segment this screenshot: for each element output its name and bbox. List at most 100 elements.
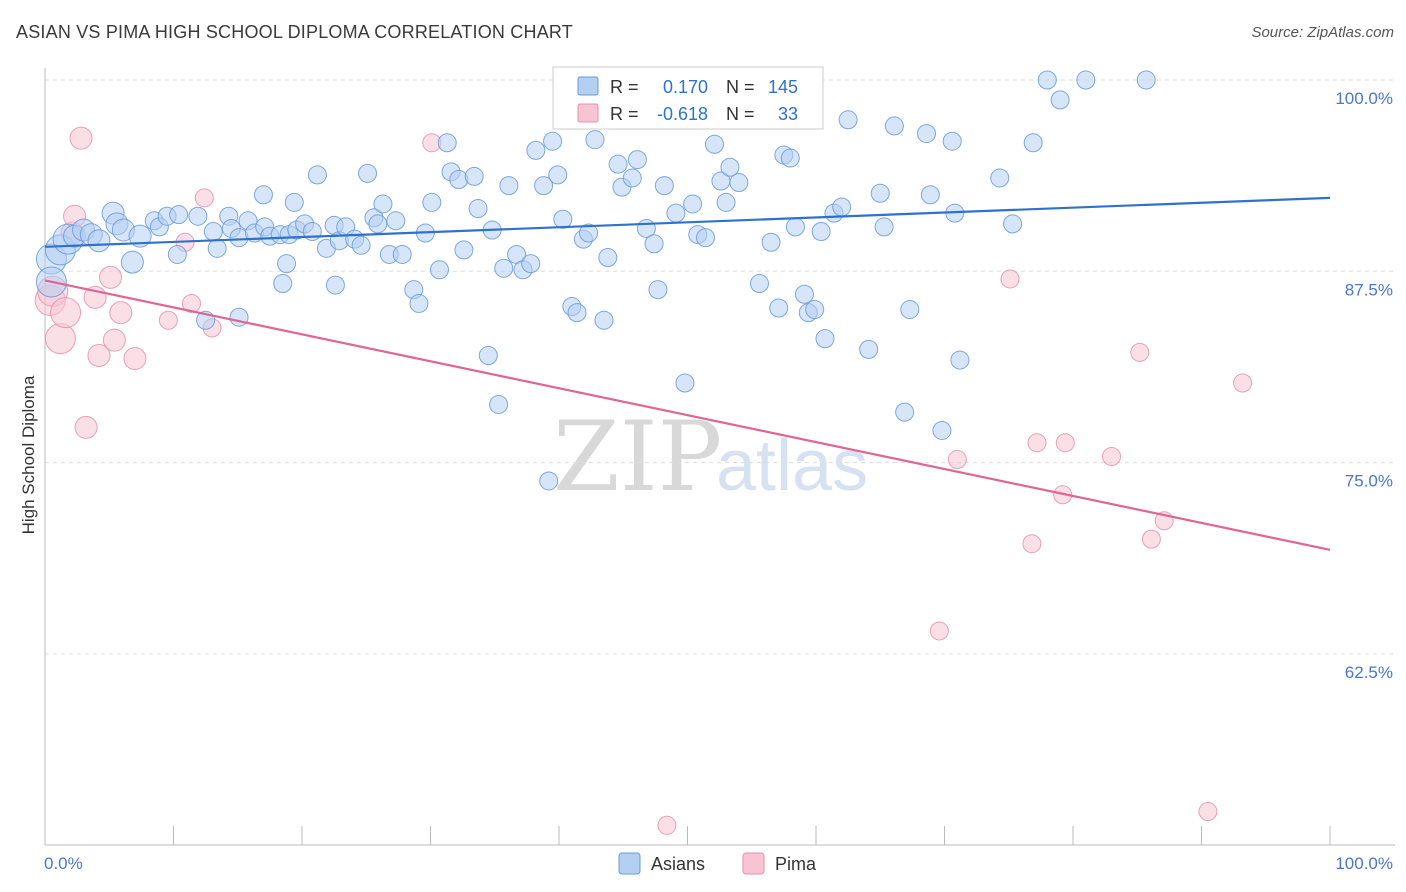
gridlines [45,79,1395,655]
pima-point [158,310,178,330]
asian-point [1023,133,1043,153]
asian-point [780,148,800,168]
pima-point [1102,446,1122,466]
x-ticks [44,826,1331,845]
asian-point [539,471,559,491]
pima-point [99,265,123,289]
asian-point [950,350,970,370]
asian-point [920,185,940,205]
asian-point [521,254,541,274]
asian-point [167,244,187,264]
asian-point [307,165,327,185]
y-tick-label: 75.0% [1345,472,1393,491]
asian-point [548,165,568,185]
asian-point [785,217,805,237]
series-legend: Asians Pima [618,852,817,875]
legend-r-label-pima: R = [610,104,639,124]
asian-point [392,244,412,264]
asian-point [644,234,664,254]
asian-point [622,168,642,188]
trendlines [44,196,1331,551]
asian-point [932,420,952,440]
asian-point [585,130,605,150]
asian-point [422,192,442,212]
asian-point [253,185,273,205]
asian-point [627,150,647,170]
bottom-legend-swatch-asians [618,852,641,875]
pima-point [1000,269,1020,289]
asian-point [648,280,668,300]
asian-point [358,163,378,183]
asian-point [1037,70,1057,90]
asian-point [368,214,388,234]
legend-n-label-pima: N = [726,104,755,124]
x-tick-label-min: 0.0% [44,854,83,873]
asian-point [188,206,208,226]
asian-point [838,110,858,130]
stats-legend: R = 0.170 N = 145 R = -0.618 N = 33 [552,66,824,130]
asian-point [870,183,890,203]
asians-trendline [44,196,1331,248]
asian-point [749,274,769,294]
asian-point [683,194,703,214]
asian-point [1050,90,1070,110]
y-tick-label: 100.0% [1335,89,1393,108]
asian-point [207,238,227,258]
pima-point [657,815,677,835]
asian-point [874,217,894,237]
pima-trendline [44,279,1331,551]
asian-point [373,194,393,214]
asian-point [567,303,587,323]
pima-point [102,328,126,352]
legend-r-value-asians: 0.170 [663,77,708,97]
asian-point [884,116,904,136]
legend-r-label-asians: R = [610,77,639,97]
legend-swatch-asians [577,76,599,96]
asian-point [429,260,449,280]
asian-point [277,254,297,274]
asian-point [900,300,920,320]
asian-point [1136,70,1156,90]
y-tick-labels: 62.5% 75.0% 87.5% 100.0% [1335,89,1393,682]
asian-point [1076,70,1096,90]
x-tick-label-max: 100.0% [1335,854,1393,873]
asian-point [729,173,749,193]
asian-point [917,124,937,144]
asian-point [675,373,695,393]
asian-point [120,250,144,274]
pima-point [87,343,111,367]
pima-point [1141,529,1161,549]
pima-point [74,415,98,439]
legend-r-value-pima: -0.618 [657,104,708,124]
pima-point [1198,802,1218,822]
asian-point [832,197,852,217]
asian-point [805,300,825,320]
pima-point [109,301,133,325]
asian-point [720,157,740,177]
legend-swatch-pima [577,103,599,123]
asian-point [468,199,488,219]
asian-point [494,258,514,278]
asian-point [526,140,546,160]
y-axis-label: High School Diploma [19,375,38,534]
pima-point [50,297,82,329]
bottom-legend-label-pima: Pima [775,854,817,874]
watermark-atlas: atlas [716,426,868,506]
pima-point [1027,433,1047,453]
asian-point [598,248,618,268]
bottom-legend-swatch-pima [742,852,765,875]
pima-point [1130,342,1150,362]
asian-point [543,131,563,151]
bottom-legend-label-asians: Asians [651,854,705,874]
asian-point [895,402,915,422]
asian-point [273,274,293,294]
legend-n-label-asians: N = [726,77,755,97]
asian-point [716,192,736,212]
asian-point [351,235,371,255]
asian-point [769,298,789,318]
asian-point [654,176,674,196]
asian-point [449,169,469,189]
watermark-zip: ZIP [553,401,722,513]
pima-point [194,188,214,208]
